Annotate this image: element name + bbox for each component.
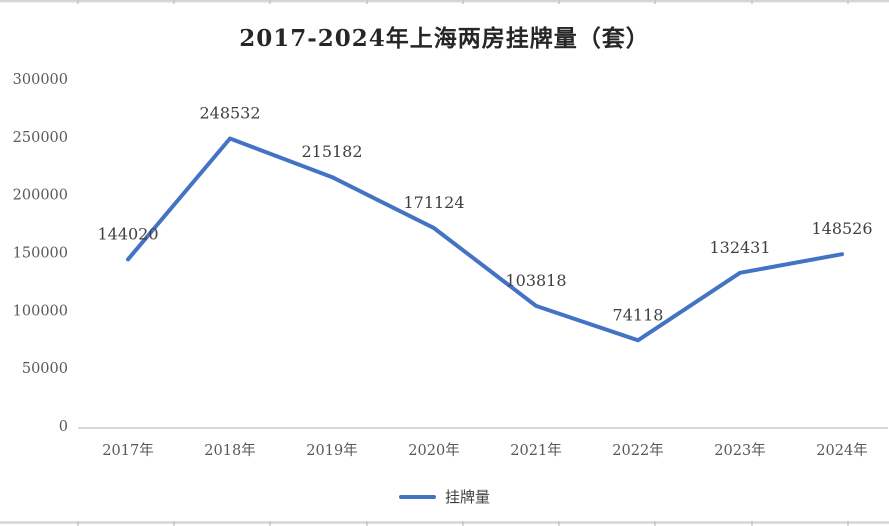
data-point-label: 148526 [811, 219, 872, 238]
series-line [126, 136, 844, 343]
x-axis-tick-label: 2024年 [816, 442, 867, 459]
x-axis-tick-label: 2019年 [306, 442, 357, 459]
y-axis-tick-label: 300000 [13, 72, 68, 88]
data-point-label: 215182 [301, 142, 362, 161]
legend-line-swatch [398, 494, 436, 499]
y-axis-tick-label: 250000 [13, 130, 68, 146]
y-axis-tick-label: 150000 [13, 246, 68, 262]
x-axis-tick-label: 2017年 [102, 442, 153, 459]
x-axis-tick-label: 2018年 [204, 442, 255, 459]
data-point-label: 103818 [505, 271, 566, 290]
y-axis-tick-label: 200000 [13, 188, 68, 204]
chart-title: 2017-2024年上海两房挂牌量（套） [239, 25, 650, 52]
x-axis-tick-label: 2022年 [612, 442, 663, 459]
data-point-label: 171124 [403, 193, 464, 212]
x-axis-tick-label: 2023年 [714, 442, 765, 459]
legend: 挂牌量 [0, 486, 889, 507]
x-axis-tick-label: 2021年 [510, 442, 561, 459]
legend-series-label: 挂牌量 [444, 488, 490, 506]
data-point-label: 74118 [613, 305, 664, 324]
y-axis-tick-label: 50000 [22, 361, 68, 377]
data-point-label: 144020 [97, 224, 158, 243]
x-axis-tick-label: 2020年 [408, 442, 459, 459]
y-axis-tick-label: 100000 [13, 303, 68, 319]
y-axis-tick-label: 0 [59, 419, 68, 435]
data-point-label: 248532 [199, 104, 260, 123]
data-point-label: 132431 [709, 238, 770, 257]
